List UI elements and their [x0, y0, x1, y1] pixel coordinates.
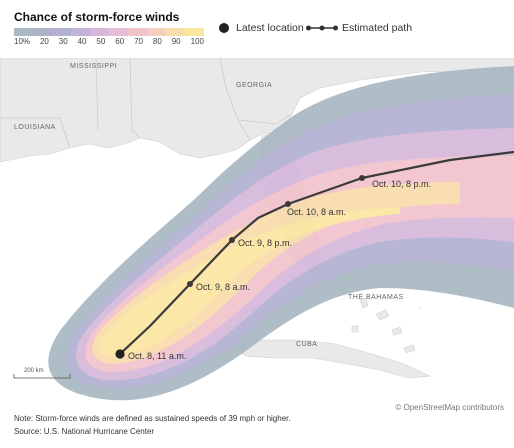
footer-note: Note: Storm-force winds are defined as s…: [14, 414, 291, 423]
footer-source: Source: U.S. National Hurricane Center: [14, 427, 155, 436]
estimated-path-line-icon: [306, 25, 338, 31]
scale-label: 90: [171, 37, 181, 46]
us-mainland: [0, 57, 514, 163]
path-label: Oct. 9, 8 a.m.: [196, 282, 250, 292]
label-mississippi: MISSISSIPPI: [70, 63, 117, 70]
label-georgia: GEORGIA: [236, 82, 272, 89]
scale-swatch: [14, 28, 33, 36]
path-label: Oct. 8, 11 a.m.: [128, 351, 186, 361]
map-scale-label: 200 km: [24, 368, 44, 374]
latest-location-label: Latest location: [236, 22, 304, 34]
scale-labels: 10% 20 30 40 50 60 70 80 90 100: [14, 37, 204, 46]
scale-swatch: [33, 28, 52, 36]
path-point: [359, 175, 365, 181]
scale-label: 60: [115, 37, 125, 46]
legend-title: Chance of storm-force winds: [14, 10, 180, 24]
scale-label: 100: [190, 37, 204, 46]
legend-estimated-path: Estimated path: [306, 22, 412, 34]
map-svg: MISSISSIPPI GEORGIA LOUISIANA THE BAHAMA…: [0, 57, 514, 408]
scale-label: 40: [77, 37, 87, 46]
scale-label: 10%: [14, 37, 31, 46]
scale-label: 30: [58, 37, 68, 46]
estimated-path-line: [119, 150, 514, 355]
scale-swatch: [71, 28, 90, 36]
storm-map: MISSISSIPPI GEORGIA LOUISIANA THE BAHAMA…: [0, 57, 514, 408]
path-label: Oct. 10, 8 a.m.: [287, 207, 346, 217]
map-attribution: © OpenStreetMap contributors: [395, 403, 504, 412]
prob-100: [99, 208, 401, 356]
scale-swatch: [185, 28, 204, 36]
bahamas-islands: [351, 297, 416, 354]
scale-label: 20: [39, 37, 49, 46]
latest-location-marker: [115, 349, 125, 359]
cone-dots: [159, 227, 421, 359]
label-cuba: CUBA: [296, 341, 317, 348]
scale-label: 70: [134, 37, 143, 46]
map-scale: 200 km: [13, 368, 71, 379]
path-point: [187, 281, 193, 287]
latest-location-dot-icon: [219, 23, 229, 33]
state-borders: [0, 57, 293, 149]
scale-swatch: [90, 28, 109, 36]
legend-latest-location: Latest location: [218, 22, 304, 34]
path-label: Oct. 10, 8 p.m.: [372, 179, 431, 189]
probability-cone: [48, 66, 514, 401]
scale-label: 80: [152, 37, 162, 46]
scale-swatch: [52, 28, 71, 36]
estimated-path-label: Estimated path: [342, 22, 413, 34]
scale-swatch: [166, 28, 185, 36]
label-louisiana: LOUISIANA: [14, 124, 56, 131]
path-point: [229, 237, 235, 243]
scale-swatch: [109, 28, 128, 36]
label-bahamas: THE BAHAMAS: [348, 294, 404, 301]
probability-color-scale: [14, 28, 204, 36]
cuba: [229, 339, 432, 379]
scale-label: 50: [96, 37, 106, 46]
scale-swatch: [147, 28, 166, 36]
scale-swatch: [128, 28, 147, 36]
path-point: [285, 201, 291, 207]
path-label: Oct. 9, 8 p.m.: [238, 238, 292, 248]
